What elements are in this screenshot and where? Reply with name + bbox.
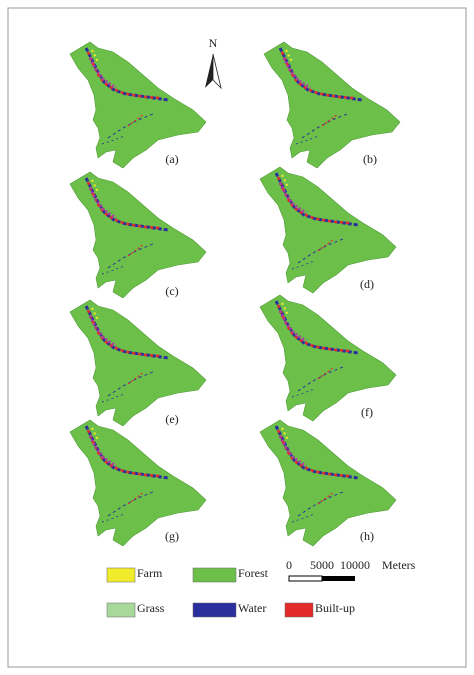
legend-swatch xyxy=(192,602,237,618)
map-panel xyxy=(258,418,398,548)
panel-label: (d) xyxy=(360,277,374,291)
legend-swatch xyxy=(106,602,136,618)
scale-tick-label: 5000 xyxy=(310,558,334,572)
map-panel xyxy=(68,298,208,428)
legend-label: Forest xyxy=(238,566,269,580)
scale-bar xyxy=(288,575,355,582)
legend-swatch xyxy=(106,567,136,583)
panel-label: (a) xyxy=(165,152,178,166)
map-panel xyxy=(258,293,398,423)
map-panel xyxy=(258,165,398,295)
panel-label: (c) xyxy=(165,284,178,298)
map-panel xyxy=(262,40,402,170)
scale-unit: Meters xyxy=(382,558,416,572)
legend-swatch xyxy=(284,602,314,618)
map-panel xyxy=(68,418,208,548)
north-arrow: N xyxy=(205,36,222,90)
north-label: N xyxy=(209,36,218,50)
map-panel xyxy=(68,40,208,170)
panel-label: (b) xyxy=(363,152,377,166)
panel-label: (e) xyxy=(165,412,178,426)
legend-swatch xyxy=(192,567,237,583)
scale-tick-label: 0 xyxy=(286,558,292,572)
scale-tick-label: 10000 xyxy=(340,558,370,572)
panel-label: (h) xyxy=(360,529,374,543)
legend-label: Built-up xyxy=(315,601,355,615)
frame xyxy=(7,7,467,668)
panel-label: (g) xyxy=(165,529,179,543)
legend-label: Farm xyxy=(137,566,163,580)
legend-label: Grass xyxy=(137,601,165,615)
panel-label: (f) xyxy=(361,405,373,419)
legend-label: Water xyxy=(238,601,266,615)
map-panel xyxy=(68,170,208,300)
